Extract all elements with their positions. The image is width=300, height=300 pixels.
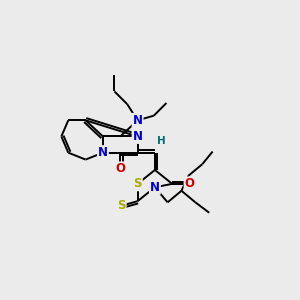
Text: N: N — [150, 181, 160, 194]
Text: O: O — [115, 162, 125, 175]
Text: N: N — [133, 130, 142, 143]
Text: N: N — [98, 146, 108, 159]
Text: N: N — [133, 114, 142, 127]
Text: S: S — [133, 177, 142, 190]
Text: S: S — [117, 199, 126, 212]
Text: H: H — [158, 136, 166, 146]
Text: O: O — [184, 177, 195, 190]
